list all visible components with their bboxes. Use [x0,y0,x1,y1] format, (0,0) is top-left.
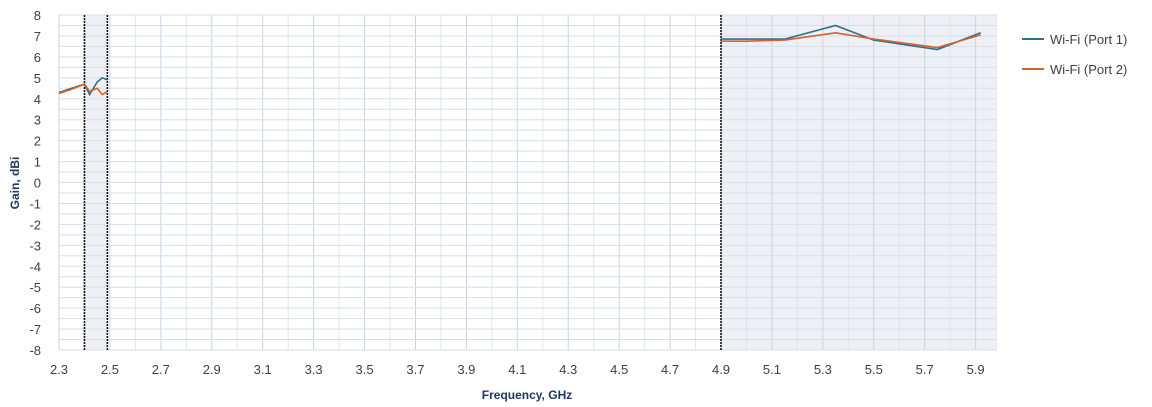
y-tick-label: 8 [34,8,41,23]
y-tick-label: 0 [34,176,41,191]
x-tick-label: 4.9 [712,362,730,377]
x-tick-label: 4.7 [661,362,679,377]
legend: Wi-Fi (Port 1) Wi-Fi (Port 2) [1022,24,1127,84]
y-tick-label: -1 [29,196,41,211]
y-tick-label: 2 [34,134,41,149]
legend-label-port-2: Wi-Fi (Port 2) [1050,61,1128,77]
y-tick-label: -4 [29,259,41,274]
legend-item-port-2: Wi-Fi (Port 2) [1022,54,1127,84]
x-tick-label: 5.9 [967,362,985,377]
y-tick-labels: 8 7 6 5 4 3 2 1 0 -1 -2 -3 -4 -5 -6 -7 -8 [29,8,41,358]
x-tick-label: 3.1 [254,362,272,377]
series-lines [58,24,981,97]
x-tick-label: 4.1 [508,362,526,377]
y-tick-label: -8 [29,343,41,358]
x-tick-label: 3.7 [406,362,424,377]
y-tick-label: -7 [29,322,41,337]
y-tick-label: 5 [34,71,41,86]
series-1-segment-0 [58,76,108,97]
legend-item-port-1: Wi-Fi (Port 1) [1022,24,1127,54]
gridlines [58,14,996,351]
y-tick-label: 4 [34,92,41,107]
band-marker-lines [83,15,722,350]
x-tick-labels: 2.3 2.5 2.7 2.9 3.1 3.3 3.5 3.7 3.9 4.1 4.3 4.5 4.7 4… [50,362,985,377]
series-1-segment-1 [721,24,981,51]
y-tick-label: -2 [29,217,41,232]
y-tick-label: 1 [34,155,41,170]
y-tick-label: -6 [29,301,41,316]
y-axis-title: Gain, dBi [8,157,22,210]
series-2-segment-1 [721,31,981,49]
x-tick-label: 3.3 [305,362,323,377]
legend-label-port-1: Wi-Fi (Port 1) [1050,31,1128,47]
x-axis-title: Frequency, GHz [482,388,572,402]
x-tick-label: 2.5 [101,362,119,377]
x-tick-label: 4.3 [559,362,577,377]
x-tick-label: 4.5 [610,362,628,377]
y-tick-label: -5 [29,280,41,295]
legend-swatch-port-2 [1022,68,1044,70]
x-tick-label: 2.3 [50,362,68,377]
x-tick-label: 5.7 [916,362,934,377]
x-tick-label: 3.9 [457,362,475,377]
y-tick-label: 3 [34,113,41,128]
series-2-segment-0 [58,83,108,96]
x-tick-label: 2.9 [203,362,221,377]
y-tick-label: 7 [34,29,41,44]
x-tick-label: 5.1 [763,362,781,377]
x-tick-label: 5.3 [814,362,832,377]
y-tick-label: -3 [29,238,41,253]
y-tick-label: 6 [34,50,41,65]
x-tick-label: 5.5 [865,362,883,377]
x-tick-label: 2.7 [152,362,170,377]
legend-swatch-port-1 [1022,38,1044,40]
x-tick-label: 3.5 [356,362,374,377]
